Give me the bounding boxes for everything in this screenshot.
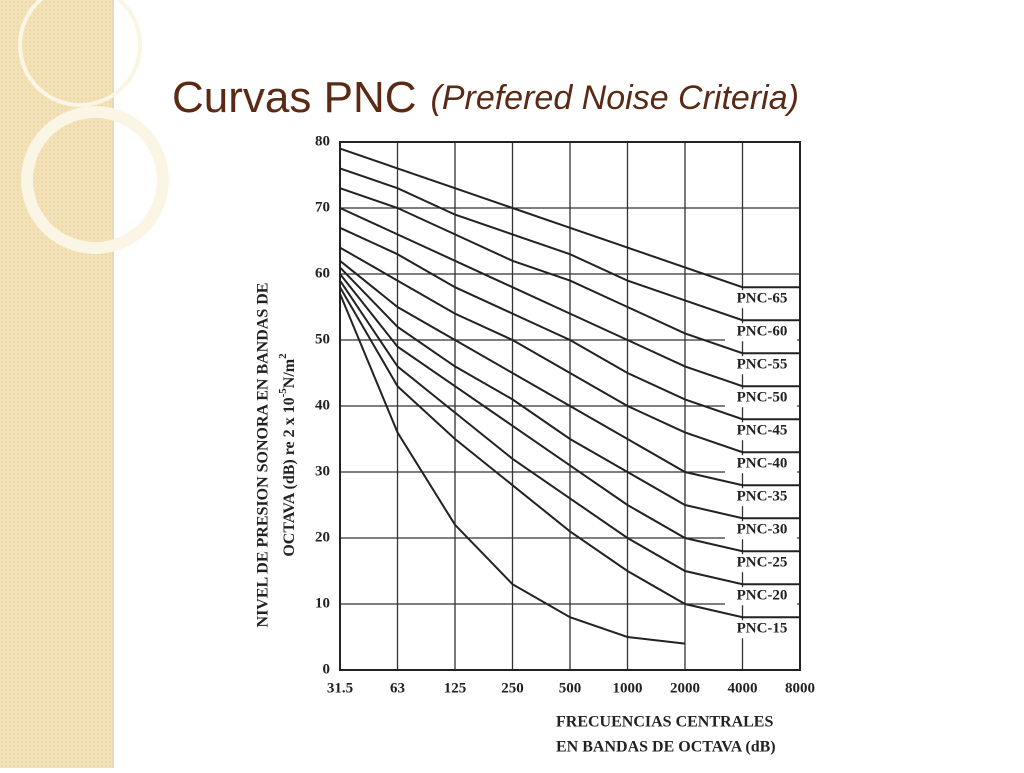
pnc-curve	[339, 260, 800, 487]
curve-label-bg	[725, 455, 797, 474]
pnc-curve	[339, 293, 686, 645]
curve-label: PNC-50	[737, 390, 788, 406]
y-label-text: OCTAVA (dB) re 2 x 10	[281, 397, 298, 556]
y-label-exponent: -5	[277, 388, 289, 398]
pnc-curve	[339, 167, 800, 322]
x-tick-label: 125	[444, 680, 467, 696]
curve-label: PNC-25	[737, 555, 788, 571]
x-tick-label: 4000	[728, 680, 758, 696]
curve-label: PNC-60	[737, 324, 788, 340]
y-axis-label-line: NIVEL DE PRESION SONORA EN BANDAS DE	[255, 283, 272, 628]
pnc-curve	[339, 226, 800, 421]
y-axis-label: NIVEL DE PRESION SONORA EN BANDAS DE OCT…	[255, 283, 298, 628]
pnc-curve	[339, 147, 800, 289]
x-tick-label: 1000	[613, 680, 643, 696]
y-tick-label: 40	[315, 397, 330, 413]
curve-label-bg	[725, 554, 797, 573]
x-tick-label: 8000	[785, 680, 815, 696]
x-tick-label: 500	[559, 680, 582, 696]
x-tick-label: 63	[390, 680, 405, 696]
x-tick-label: 31.5	[327, 680, 353, 696]
y-tick-label: 20	[315, 529, 330, 545]
curve-label: PNC-15	[737, 621, 788, 637]
curve-label: PNC-20	[737, 588, 788, 604]
curve-label: PNC-30	[737, 522, 788, 538]
y-label-exponent: 2	[277, 353, 289, 359]
pnc-curve	[339, 266, 800, 520]
curve-label-bg	[725, 290, 797, 309]
pnc-curve	[339, 273, 800, 553]
curve-label-bg	[725, 356, 797, 375]
curve-label: PNC-45	[737, 423, 788, 439]
curve-label-bg	[725, 488, 797, 507]
pnc-curve	[339, 286, 800, 619]
title: Curvas PNC	[172, 73, 417, 122]
subtitle: (Prefered Noise Criteria)	[431, 79, 799, 117]
decor-circle	[18, 0, 142, 107]
y-tick-label: 10	[315, 595, 330, 611]
curve-label-bg	[725, 323, 797, 342]
curve-label: PNC-40	[737, 456, 788, 472]
y-label-unit: N/m	[281, 358, 298, 388]
y-tick-label: 0	[323, 661, 331, 677]
curve-label: PNC-35	[737, 489, 788, 505]
x-tick-label: 2000	[670, 680, 700, 696]
curve-label-bg	[725, 521, 797, 540]
curve-label-bg	[725, 587, 797, 606]
y-tick-label: 50	[315, 331, 330, 347]
y-tick-label: 60	[315, 265, 330, 281]
x-axis-label: FRECUENCIAS CENTRALES	[556, 714, 773, 731]
decor-circle	[21, 106, 169, 254]
pnc-curve	[339, 187, 800, 355]
pnc-curve	[339, 280, 800, 586]
x-tick-label: 250	[501, 680, 524, 696]
slide-title: Curvas PNC (Prefered Noise Criteria)	[172, 73, 799, 122]
y-tick-label: 30	[315, 463, 330, 479]
plot-frame	[339, 141, 801, 671]
x-axis-label: EN BANDAS DE OCTAVA (dB)	[556, 739, 776, 756]
curve-label-bg	[725, 422, 797, 441]
curve-label: PNC-55	[737, 357, 788, 373]
curve-label-bg	[725, 389, 797, 408]
curve-label-bg	[725, 620, 797, 639]
curve-label: PNC-65	[737, 291, 788, 307]
pnc-curve	[339, 207, 800, 388]
y-tick-label: 70	[315, 199, 330, 215]
pnc-curve	[339, 246, 800, 454]
y-tick-label: 80	[315, 133, 330, 149]
y-axis-label-line: OCTAVA (dB) re 2 x 10-5N/m2	[277, 353, 298, 557]
